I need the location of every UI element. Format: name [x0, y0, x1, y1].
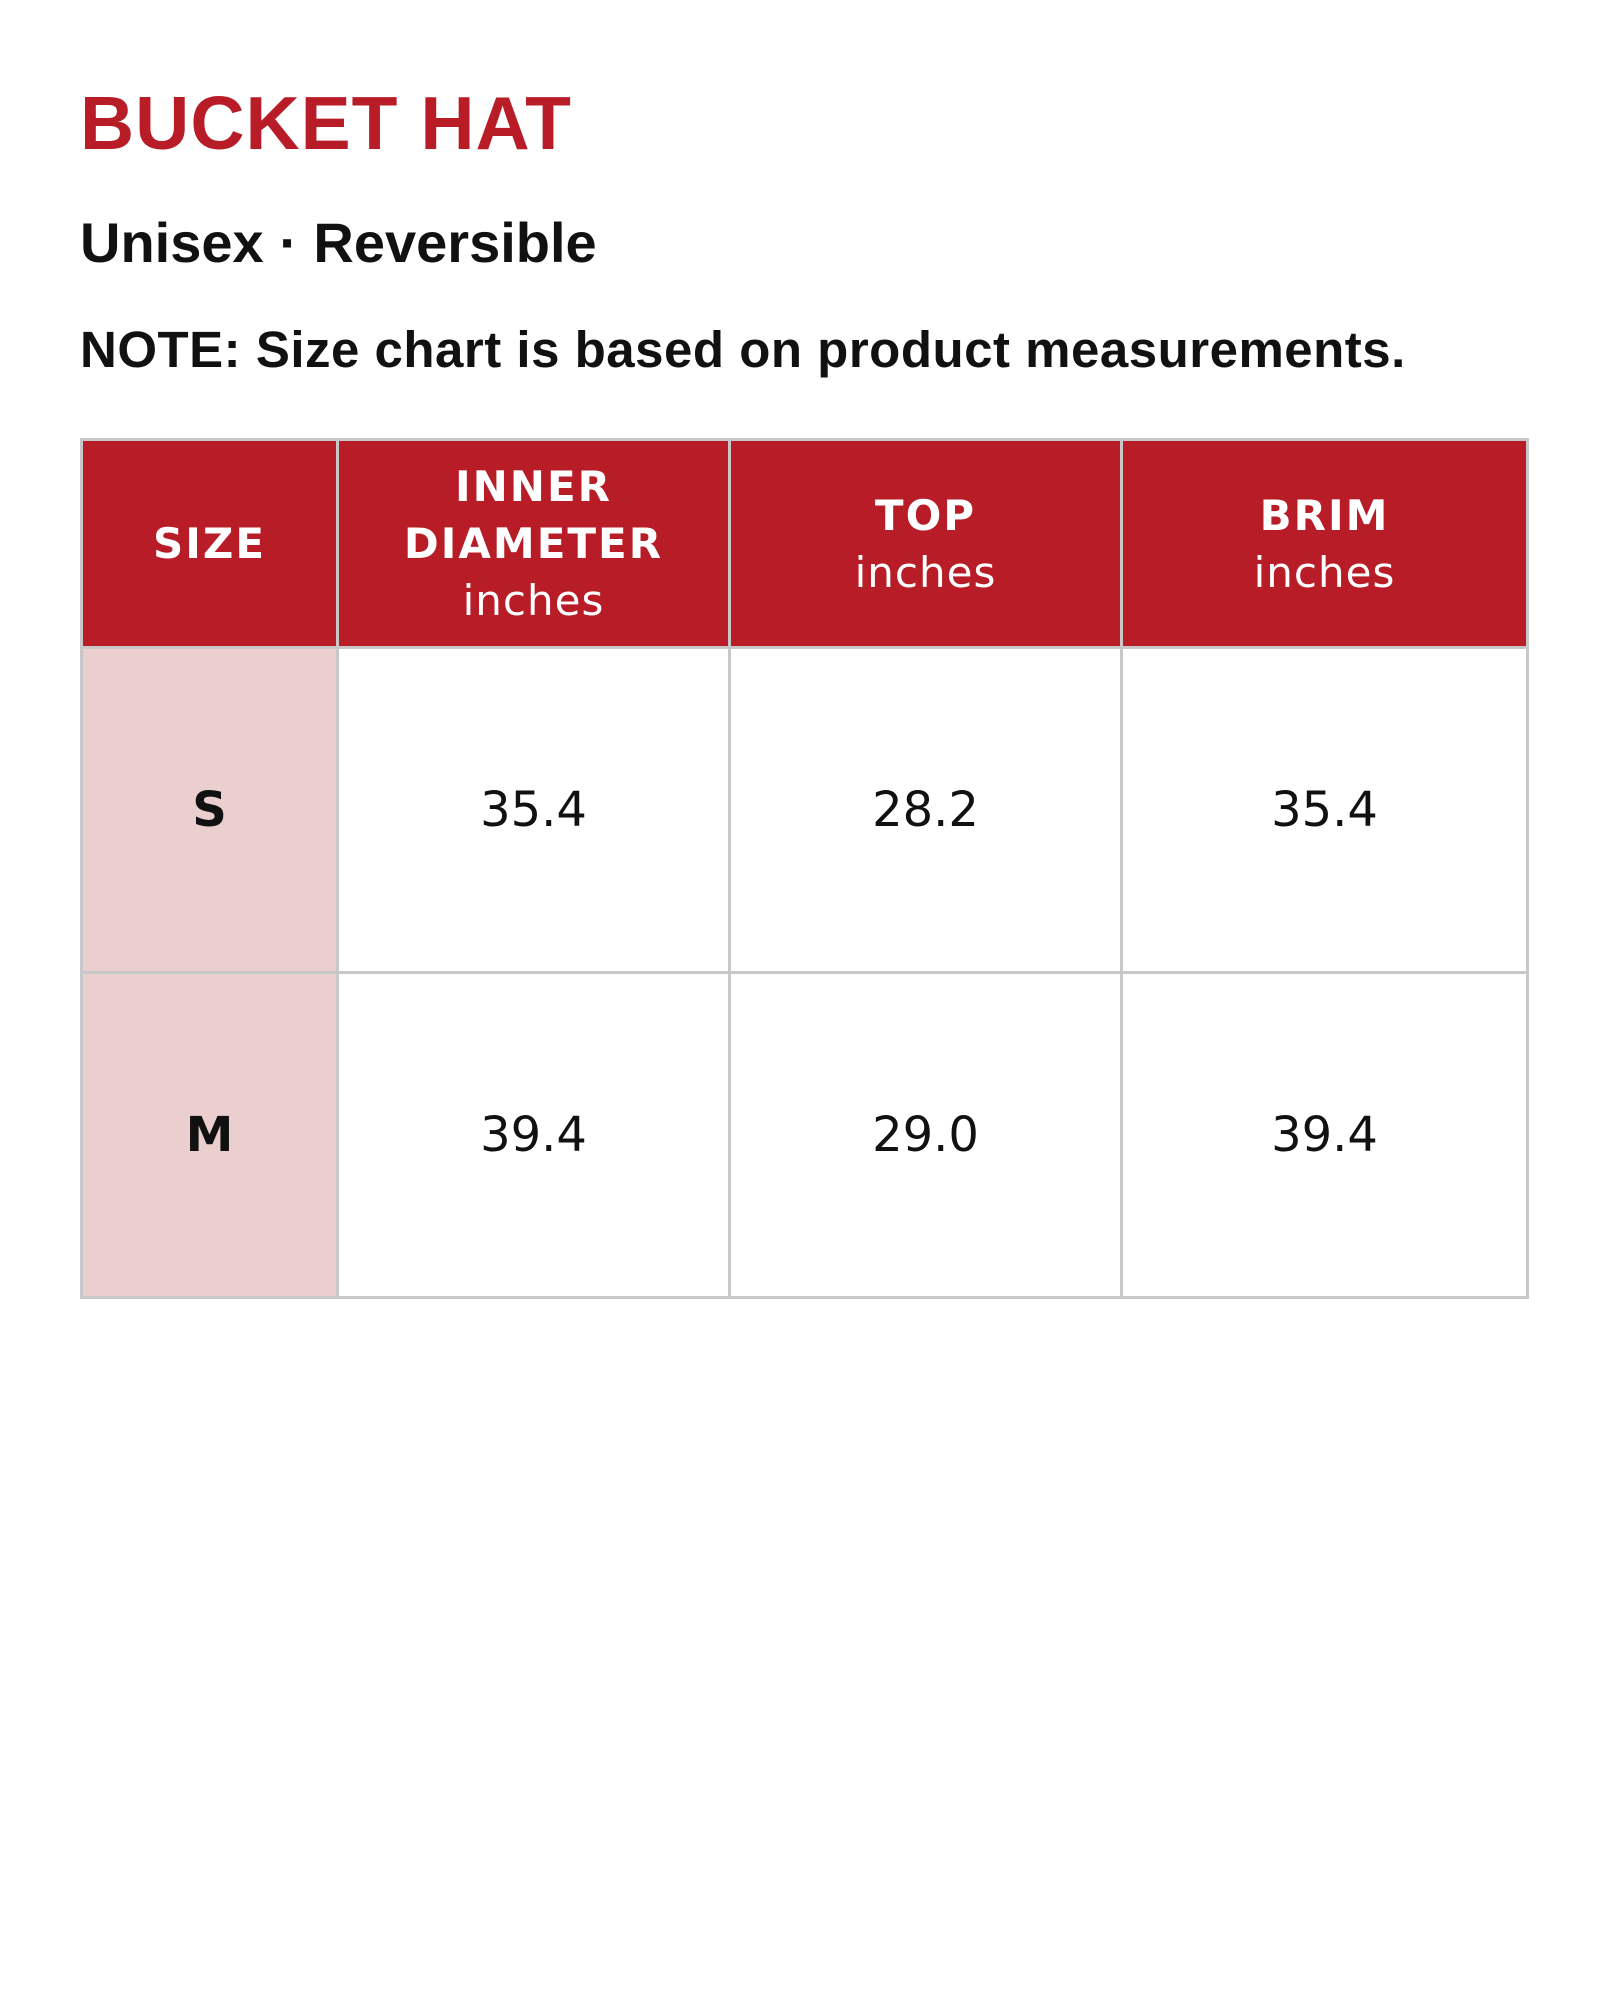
- header-brim: BRIM inches: [1120, 438, 1529, 649]
- header-brim-label: BRIM: [1259, 490, 1390, 540]
- header-inner-diameter-label-line2: DIAMETER: [403, 519, 664, 568]
- header-inner-diameter-unit: inches: [462, 576, 605, 625]
- header-inner-diameter: INNER DIAMETER inches: [336, 438, 731, 649]
- size-cell: M: [80, 971, 339, 1299]
- size-cell: S: [80, 646, 339, 974]
- size-chart-table: SIZE INNER DIAMETER inches TOP inches BR…: [80, 438, 1529, 1299]
- size-chart-note: NOTE: Size chart is based on product mea…: [80, 321, 1406, 378]
- table-row: M 39.4 29.0 39.4: [80, 971, 1529, 1299]
- brim-cell: 35.4: [1120, 646, 1529, 974]
- top-cell: 29.0: [728, 971, 1123, 1299]
- header-inner-diameter-label-line1: INNER: [455, 462, 612, 511]
- inner-diameter-cell: 39.4: [336, 971, 731, 1299]
- table-header-row: SIZE INNER DIAMETER inches TOP inches BR…: [80, 438, 1529, 649]
- header-top: TOP inches: [728, 438, 1123, 649]
- header-size-label: SIZE: [152, 519, 267, 568]
- header-brim-unit: inches: [1253, 547, 1396, 597]
- inner-diameter-cell: 35.4: [336, 646, 731, 974]
- header-top-unit: inches: [854, 547, 997, 597]
- header-top-label: TOP: [874, 490, 977, 540]
- page-title: BUCKET HAT: [80, 81, 572, 165]
- top-cell: 28.2: [728, 646, 1123, 974]
- product-subtitle: Unisex · Reversible: [80, 211, 597, 274]
- table-row: S 35.4 28.2 35.4: [80, 646, 1529, 974]
- brim-cell: 39.4: [1120, 971, 1529, 1299]
- header-size: SIZE: [80, 438, 339, 649]
